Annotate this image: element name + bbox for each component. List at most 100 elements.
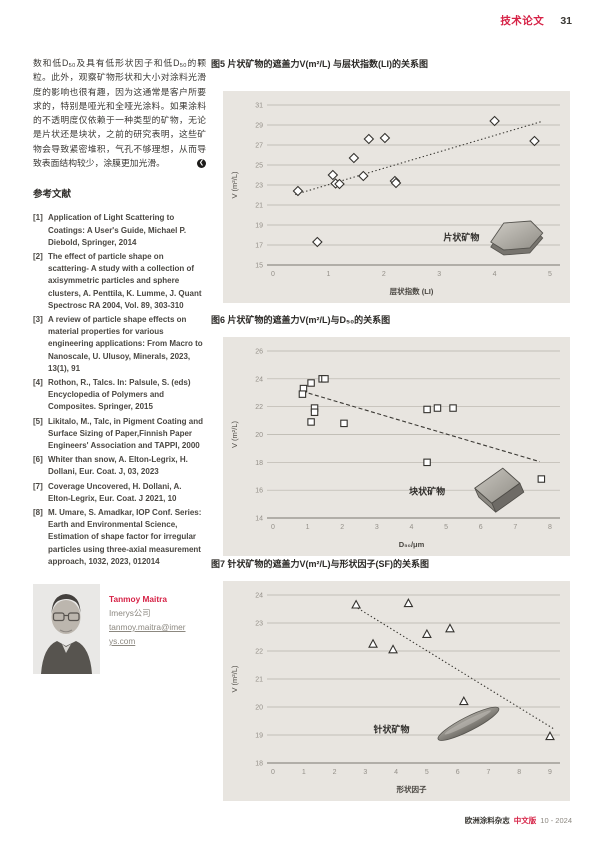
reference-item: [8] M. Umare, S. Amadkar, IOP Conf. Seri… <box>33 507 206 568</box>
author-info: Tanmoy Maitra Imerys公司 tanmoy.maitra@ime… <box>109 584 187 674</box>
page-number: 31 <box>560 15 572 27</box>
figure5-title: 图5 片状矿物的遮盖力V(m²/L) 与层状指数(LI)的关系图 <box>211 59 428 69</box>
svg-text:21: 21 <box>255 677 263 684</box>
svg-text:17: 17 <box>255 243 263 250</box>
svg-text:24: 24 <box>255 376 263 383</box>
svg-text:3: 3 <box>363 769 367 776</box>
svg-text:1: 1 <box>326 271 330 278</box>
reference-item: [7] Coverage Uncovered, H. Dollani, A. E… <box>33 481 206 505</box>
svg-text:针状矿物: 针状矿物 <box>373 723 409 734</box>
reference-item: [2] The effect of particle shape on scat… <box>33 251 206 312</box>
author-email-link[interactable]: tanmoy.maitra@imerys.com <box>109 622 186 647</box>
svg-text:V (m²/L): V (m²/L) <box>230 171 239 199</box>
reference-number: [7] <box>33 481 43 491</box>
svg-text:2: 2 <box>382 271 386 278</box>
svg-text:8: 8 <box>548 524 552 531</box>
reference-text: Rothon, R., Talcs. In: Palsule, S. (eds)… <box>48 378 191 412</box>
chart-plot: 14 16 18 20 22 24 26 0 1 2 3 4 5 6 7 8 V (m²/L) D₅₀/μm 块状矿… <box>230 349 560 549</box>
left-column: 数和低D₅₀及具有低形状因子和低D₅₀的颗粒。此外，观察矿物形状和大小对涂料光滑… <box>33 56 206 675</box>
svg-text:29: 29 <box>255 123 263 130</box>
reference-number: [1] <box>33 213 43 223</box>
svg-text:块状矿物: 块状矿物 <box>409 486 445 497</box>
svg-text:3: 3 <box>437 271 441 278</box>
svg-text:26: 26 <box>255 349 263 356</box>
svg-text:6: 6 <box>479 524 483 531</box>
needle-icon <box>437 706 500 741</box>
svg-text:9: 9 <box>548 769 552 776</box>
figure6-title: 图6 片状矿物的遮盖力V(m²/L)与D₅₀的关系图 <box>211 315 391 325</box>
block-icon <box>474 467 525 513</box>
svg-text:14: 14 <box>255 516 263 523</box>
author-name: Tanmoy Maitra <box>109 594 167 605</box>
reference-number: [6] <box>33 455 43 465</box>
article-text: 数和低D₅₀及具有低形状因子和低D₅₀的颗粒。此外，观察矿物形状和大小对涂料光滑… <box>33 58 206 169</box>
svg-text:7: 7 <box>513 524 517 531</box>
svg-text:6: 6 <box>456 769 460 776</box>
svg-text:2: 2 <box>340 524 344 531</box>
reference-item: [1] Application of Light Scattering to C… <box>33 212 206 249</box>
svg-text:4: 4 <box>493 271 497 278</box>
author-block: Tanmoy Maitra Imerys公司 tanmoy.maitra@ime… <box>33 584 206 675</box>
figure6-scatter-chart: 14 16 18 20 22 24 26 0 1 2 3 4 5 6 7 8 V (m²/L) D₅₀/μm 块状矿… <box>223 337 570 556</box>
section-label: 技术论文 <box>500 15 545 27</box>
svg-text:1: 1 <box>302 769 306 776</box>
reference-text: The effect of particle shape on scatteri… <box>48 251 202 310</box>
svg-text:0: 0 <box>271 271 275 278</box>
reference-item: [3] A review of particle shape effects o… <box>33 314 206 375</box>
figure7-title: 图7 针状矿物的遮盖力V(m²/L)与形状因子(SF)的关系图 <box>211 559 429 569</box>
reference-text: Application of Light Scattering to Coati… <box>48 213 187 247</box>
svg-text:5: 5 <box>444 524 448 531</box>
svg-text:5: 5 <box>425 769 429 776</box>
svg-text:25: 25 <box>255 163 263 170</box>
reference-text: Coverage Uncovered, H. Dollani, A. Elton… <box>48 481 182 503</box>
svg-text:D₅₀/μm: D₅₀/μm <box>399 540 425 549</box>
svg-text:19: 19 <box>255 733 263 740</box>
svg-text:4: 4 <box>394 769 398 776</box>
author-photo <box>33 584 100 675</box>
reference-text: Whiter than snow, A. Elton-Legrix, H. Do… <box>48 455 188 477</box>
svg-text:3: 3 <box>375 524 379 531</box>
reference-number: [3] <box>33 315 43 324</box>
end-of-article-icon: ❮ <box>197 159 206 169</box>
journal-name: 欧洲涂料杂志 <box>464 816 510 825</box>
svg-text:19: 19 <box>255 223 263 230</box>
svg-text:18: 18 <box>255 460 263 467</box>
svg-text:20: 20 <box>255 705 263 712</box>
reference-number: [4] <box>33 378 43 388</box>
page-header: 技术论文 31 <box>500 13 572 28</box>
reference-text: A review of particle shape effects on ma… <box>48 315 203 373</box>
svg-text:2: 2 <box>333 769 337 776</box>
figure7-scatter-chart: 18 19 20 21 22 23 24 0 1 2 3 4 5 6 7 8 9 V (m²/L) 形状因子 针状矿物 <box>223 581 570 801</box>
svg-text:15: 15 <box>255 263 263 270</box>
svg-text:31: 31 <box>255 103 263 110</box>
reference-text: Likitalo, M., Talc, in Pigment Coating a… <box>48 416 203 451</box>
svg-text:4: 4 <box>410 524 414 531</box>
reference-item: [4] Rothon, R., Talcs. In: Palsule, S. (… <box>33 377 206 414</box>
author-company: Imerys公司 <box>109 608 151 619</box>
svg-text:22: 22 <box>255 649 263 656</box>
svg-text:8: 8 <box>517 769 521 776</box>
svg-text:27: 27 <box>255 143 263 150</box>
svg-text:23: 23 <box>255 183 263 190</box>
platelet-icon <box>490 220 544 256</box>
svg-text:16: 16 <box>255 488 263 495</box>
svg-text:形状因子: 形状因子 <box>397 784 427 794</box>
figure5-scatter-chart: 15 17 19 21 23 25 27 29 31 0 1 2 3 4 5 V (m²/L) 层状指数 (LI… <box>223 91 570 303</box>
reference-item: [5] Likitalo, M., Talc, in Pigment Coati… <box>33 416 206 453</box>
svg-text:V (m²/L): V (m²/L) <box>230 665 239 693</box>
svg-text:18: 18 <box>255 761 263 768</box>
svg-text:21: 21 <box>255 203 263 210</box>
author-portrait-image <box>33 584 100 675</box>
article-paragraph: 数和低D₅₀及具有低形状因子和低D₅₀的颗粒。此外，观察矿物形状和大小对涂料光滑… <box>33 56 206 170</box>
svg-text:24: 24 <box>255 593 263 600</box>
reference-number: [5] <box>33 416 43 426</box>
svg-text:1: 1 <box>306 524 310 531</box>
svg-text:5: 5 <box>548 271 552 278</box>
svg-text:0: 0 <box>271 769 275 776</box>
page-footer: 欧洲涂料杂志 中文版 10 - 2024 <box>465 815 572 826</box>
references-heading: 参考文献 <box>33 189 72 201</box>
references-list: [1] Application of Light Scattering to C… <box>33 212 206 568</box>
